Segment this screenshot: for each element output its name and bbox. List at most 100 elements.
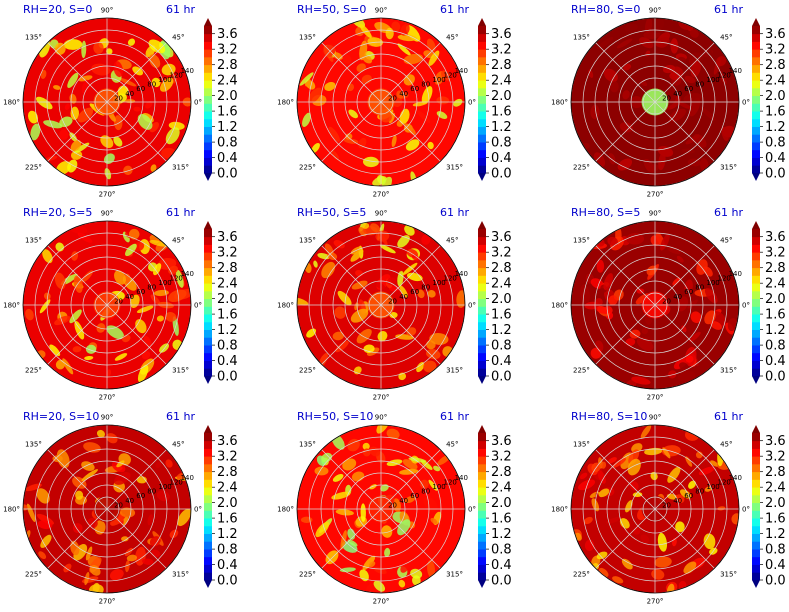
time-label: 61 hr [166,3,195,16]
field-cell [717,506,726,511]
colorbar: 0.00.40.81.21.62.02.42.83.23.6 [204,425,238,589]
angle-tick-label: 180° [3,302,20,310]
radial-tick-label: 120 [170,71,183,79]
field-cell [106,433,118,444]
colorbar-segment [752,56,760,66]
field-cell [153,263,162,276]
colorbar-segment [752,283,760,292]
colorbar-segment [478,329,486,338]
angle-tick-label: 225° [573,164,590,172]
colorbar-tick-label: 2.4 [765,74,786,89]
field-cell [56,449,70,469]
field-cell [359,23,372,39]
field-cell [685,355,694,363]
field-cell [135,319,147,334]
field-cell [84,355,94,361]
colorbar-extend-max [478,425,486,433]
radial-tick-label: 80 [695,488,704,496]
colorbar-segment [204,244,212,253]
field-cell [416,362,425,373]
colorbar-segment [204,487,212,496]
colorbar-segment [478,149,486,158]
colorbar-segment [752,368,760,377]
angle-tick-label: 90° [649,414,661,422]
angle-tick-label: 315° [446,571,463,579]
field-cell [624,23,638,32]
colorbar-segment [204,267,212,276]
field-cell [391,96,403,107]
colorbar-tick-label: 0.4 [765,151,786,166]
field-cell [123,165,133,175]
field-cell [116,460,125,468]
radial-tick-label: 120 [444,274,457,282]
radial-tick-label: 80 [147,81,156,89]
colorbar-segment [752,541,760,550]
field-cell [147,514,153,526]
field-cell [161,63,176,76]
angle-tick-label: 270° [647,191,664,199]
radial-tick-label: 120 [170,274,183,282]
field-cell [644,447,663,456]
colorbar-tick-label: 3.2 [765,43,786,58]
field-cell [342,458,357,471]
field-cell [142,558,154,565]
colorbar-segment [478,471,486,480]
field-cell [380,484,389,492]
grid-spoke [654,304,715,365]
colorbar-segment [752,314,760,323]
field-cell [168,121,185,130]
field-cell [384,547,391,558]
field-cell [347,438,360,452]
field-cell [128,228,140,240]
colorbar-segment [752,229,760,238]
colorbar-segment [204,518,212,527]
angle-tick-label: 90° [101,7,113,15]
field-cell [427,560,436,578]
colorbar-tick-label: 1.2 [765,527,786,542]
field-cell [689,97,701,117]
field-cell [399,285,409,298]
field-cell [106,48,113,55]
colorbar-segment [478,165,486,174]
field-cell [373,580,386,592]
field-cell [657,532,668,552]
field-cell [333,239,345,249]
colorbar-extend-min [752,173,760,181]
colorbar-segment [478,126,486,135]
radial-tick-label: 60 [410,288,419,296]
field-cell [727,318,737,332]
grid-spoke [106,245,167,306]
field-cell [40,534,52,548]
colorbar-tick-label: 3.2 [217,450,238,465]
field-cell [677,371,696,382]
angle-tick-label: 45° [720,236,732,244]
colorbar-segment [204,433,212,442]
field-cell [145,100,153,109]
colorbar-segment [478,290,486,300]
colorbar-segment [204,111,212,120]
colorbar-segment [752,244,760,253]
field-cell [703,533,716,550]
field-cell [619,518,630,529]
colorbar-segment [478,440,486,449]
colorbar-segment [478,283,486,292]
field-cell [177,508,191,527]
field-cell [375,282,386,290]
field-cell [427,290,436,298]
colorbar-extend-max [204,425,212,433]
colorbar-tick-label: 1.6 [765,308,786,323]
colorbar-segment [478,306,486,315]
angle-tick-label: 180° [551,302,568,310]
radial-tick-label: 60 [410,85,419,93]
field-cell [67,72,79,88]
field-cell [89,565,101,576]
colorbar-segment [752,87,760,97]
field-cell [42,249,53,264]
angle-tick-label: 135° [25,33,42,41]
colorbar-segment [204,533,212,542]
field-cell [399,108,410,124]
radial-tick-label: 40 [399,90,408,98]
field-cell [148,39,166,54]
colorbar-segment [752,49,760,58]
colorbar-segment [752,236,760,245]
